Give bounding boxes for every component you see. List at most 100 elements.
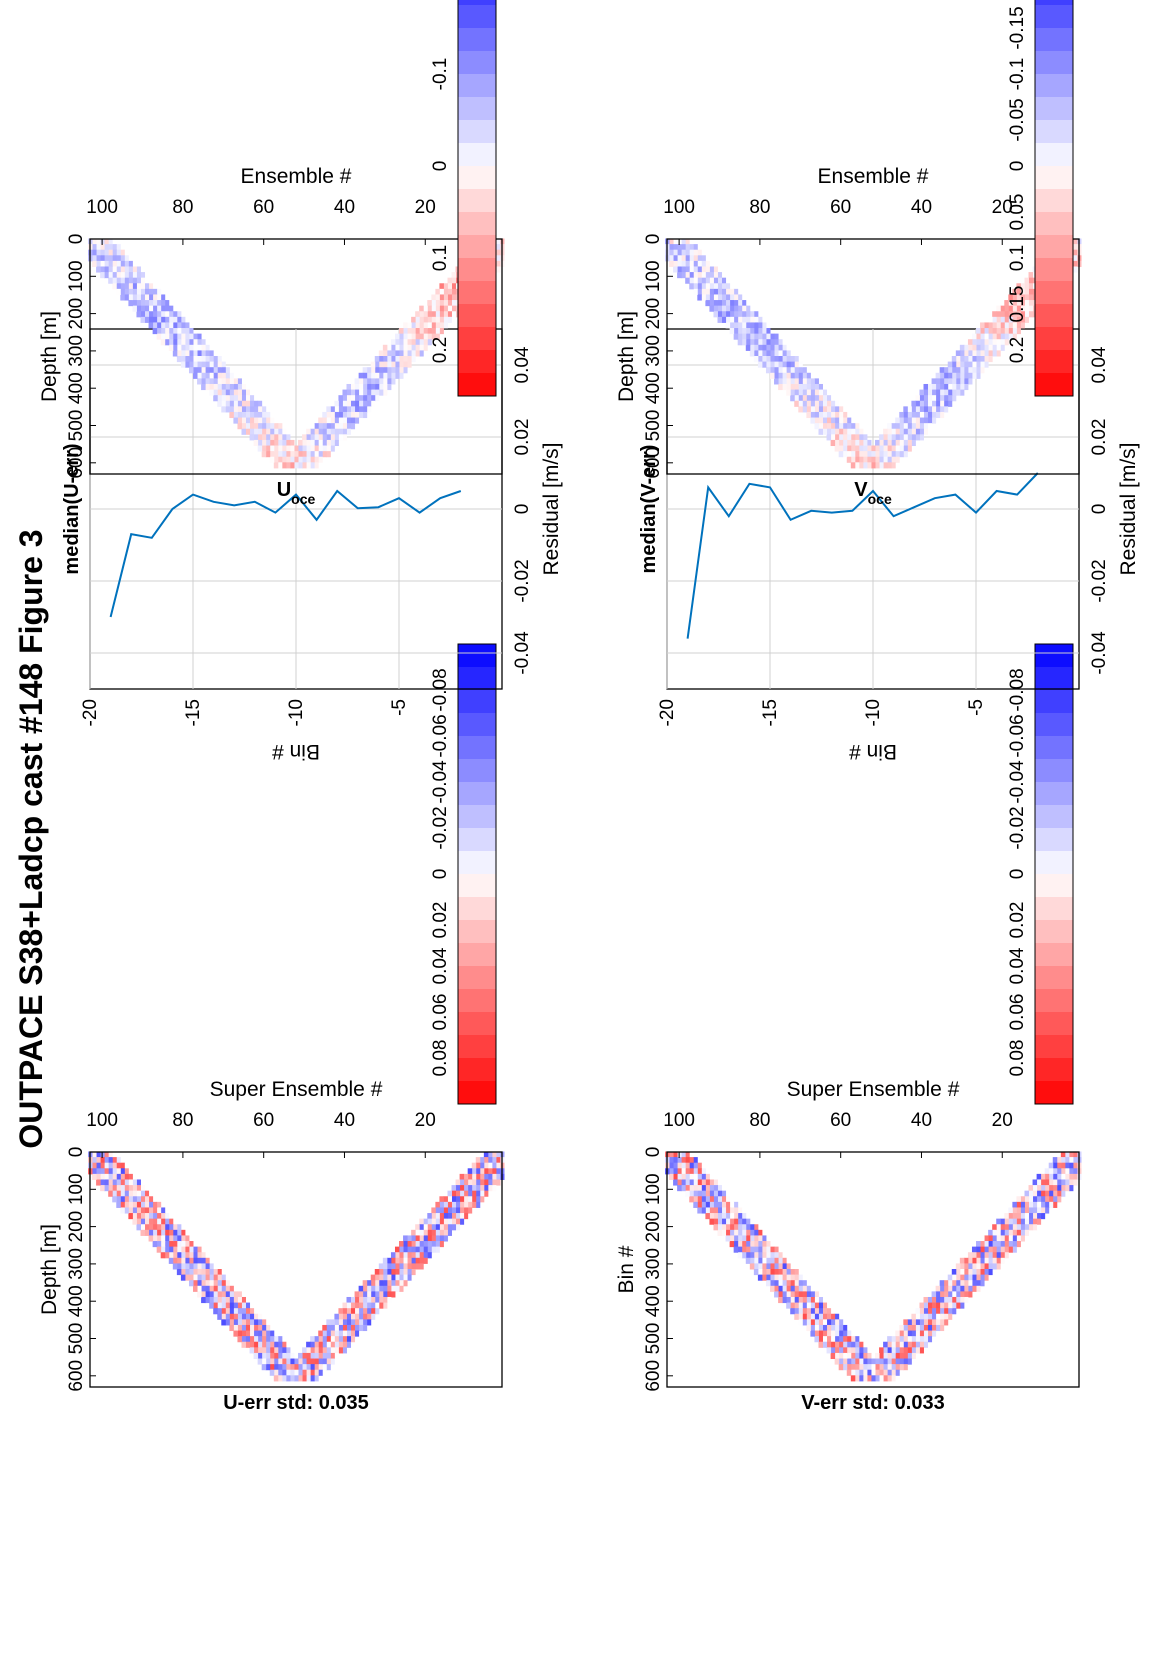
- heatmap-cell: [765, 1263, 771, 1270]
- heatmap-cell: [459, 1173, 465, 1180]
- heatmap-cell: [705, 1190, 710, 1197]
- heatmap-cell: [193, 1246, 198, 1253]
- heatmap-cell: [798, 1308, 803, 1315]
- heatmap-cell: [1024, 305, 1029, 312]
- heatmap-cell: [1012, 333, 1017, 340]
- colorbar-segment: [458, 1011, 496, 1035]
- colorbar-tick-label: 0: [430, 869, 451, 880]
- heatmap-cell: [221, 389, 226, 396]
- heatmap-cell: [1072, 1151, 1078, 1158]
- heatmap-cell: [1044, 1201, 1050, 1208]
- heatmap-cell: [842, 439, 848, 447]
- heatmap-cell: [1024, 294, 1029, 301]
- heatmap-cell: [399, 1269, 404, 1276]
- heatmap-cell: [281, 451, 287, 458]
- heatmap-cell: [455, 1218, 461, 1225]
- heatmap-cell: [148, 1213, 154, 1220]
- colorbar-tick-label: 0: [1007, 869, 1028, 880]
- panel-u_med: -0.04-0.0200.020.04-5-10-15-20median(U-e…: [61, 328, 563, 763]
- heatmap-cell: [132, 1213, 137, 1220]
- heatmap-cell: [911, 406, 916, 413]
- heatmap-cell: [233, 411, 238, 419]
- heatmap-cell: [415, 316, 420, 323]
- heatmap-cell: [786, 350, 791, 357]
- heatmap-cell: [765, 355, 771, 363]
- heatmap-cell: [221, 1296, 226, 1304]
- heatmap-cell: [314, 1352, 319, 1360]
- heatmap-cell: [423, 328, 428, 335]
- heatmap-cell: [980, 1269, 985, 1276]
- heatmap-cell: [959, 355, 965, 363]
- heatmap-cell: [1060, 1185, 1066, 1192]
- heatmap-cell: [205, 372, 210, 379]
- heatmap-cell: [1008, 1246, 1013, 1253]
- heatmap-cell: [879, 462, 884, 469]
- heatmap-cell: [306, 428, 311, 435]
- heatmap-cell: [160, 1235, 166, 1242]
- heatmap-cell: [273, 451, 279, 458]
- heatmap-cell: [1044, 1196, 1050, 1203]
- heatmap-cell: [947, 395, 953, 402]
- heatmap-cell: [399, 1246, 404, 1253]
- heatmap-cell: [980, 322, 985, 329]
- heatmap-cell: [184, 1241, 190, 1248]
- heatmap-cell: [818, 1330, 823, 1337]
- heatmap-cell: [919, 1330, 924, 1337]
- heatmap-cell: [289, 1364, 295, 1371]
- heatmap-cell: [1016, 294, 1021, 301]
- heatmap-cell: [156, 305, 162, 312]
- heatmap-cell: [431, 1207, 436, 1214]
- heatmap-cell: [213, 1274, 218, 1281]
- heatmap-cell: [495, 1151, 501, 1158]
- heatmap-cell: [403, 355, 408, 363]
- heatmap-cell: [992, 1263, 997, 1270]
- heatmap-cell: [1068, 1168, 1074, 1175]
- heatmap-cell: [96, 255, 101, 262]
- heatmap-cell: [269, 1341, 275, 1348]
- heatmap-cell: [302, 1375, 307, 1382]
- heatmap-cell: [217, 1291, 222, 1298]
- heatmap-cell: [160, 322, 166, 329]
- heatmap-cell: [277, 456, 283, 463]
- heatmap-cell: [362, 411, 368, 419]
- heatmap-cell: [407, 333, 412, 340]
- heatmap-cell: [148, 305, 154, 312]
- colorbar-segment: [458, 0, 496, 5]
- heatmap-cell: [411, 316, 416, 323]
- heatmap-cell: [100, 1173, 105, 1180]
- heatmap-cell: [685, 1151, 690, 1158]
- heatmap-cell: [834, 1330, 840, 1337]
- heatmap-cell: [697, 294, 702, 301]
- heatmap-cell: [959, 383, 965, 391]
- heatmap-cell: [826, 1347, 832, 1354]
- heatmap-cell: [854, 1352, 860, 1360]
- heatmap-cell: [124, 283, 129, 290]
- heatmap-cell: [846, 1330, 852, 1337]
- colorbar-tick-label: -0.1: [1007, 58, 1028, 91]
- heatmap-cell: [1052, 1196, 1058, 1203]
- heatmap-cell: [439, 322, 444, 329]
- heatmap-cell: [197, 372, 202, 379]
- heatmap-cell: [233, 1308, 238, 1315]
- heatmap-cell: [980, 1235, 985, 1242]
- heatmap-cell: [947, 1308, 953, 1315]
- heatmap-cell: [342, 1302, 347, 1309]
- heatmap-cell: [810, 417, 815, 424]
- x-tick-label: 100: [663, 1110, 695, 1131]
- heatmap-cell: [943, 400, 949, 407]
- heatmap-cell: [467, 1179, 473, 1186]
- heatmap-cell: [455, 1207, 461, 1214]
- heatmap-cell: [830, 1324, 836, 1332]
- heatmap-cell: [358, 1313, 364, 1320]
- heatmap-cell: [1012, 1201, 1017, 1208]
- heatmap-cell: [770, 367, 775, 374]
- heatmap-cell: [289, 1375, 295, 1382]
- heatmap-cell: [188, 1274, 194, 1281]
- heatmap-cell: [100, 1185, 105, 1192]
- heatmap-cell: [1052, 1173, 1058, 1180]
- heatmap-cell: [273, 428, 279, 435]
- heatmap-cell: [471, 1168, 477, 1175]
- heatmap-cell: [976, 1246, 981, 1253]
- heatmap-cell: [100, 272, 105, 279]
- heatmap-cell: [475, 1185, 481, 1192]
